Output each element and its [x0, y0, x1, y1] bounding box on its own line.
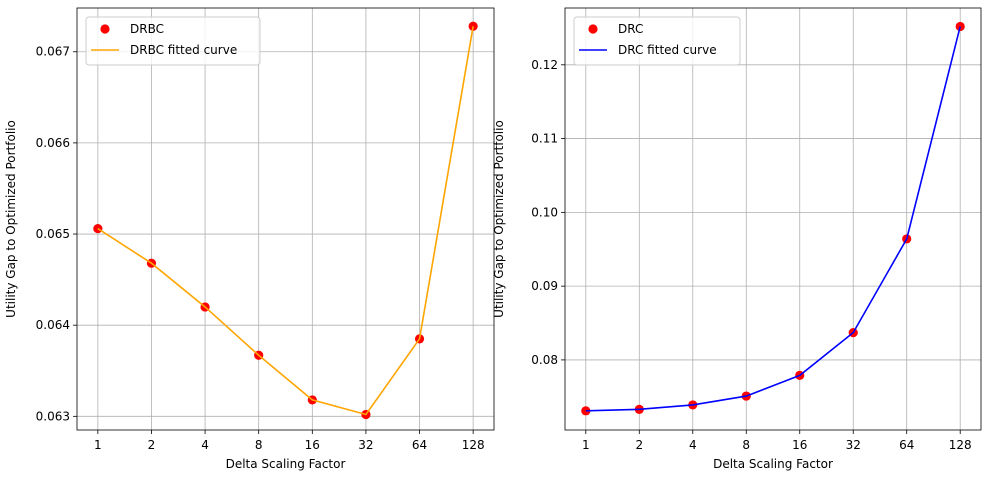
x-tick-label: 128 [949, 438, 972, 452]
x-tick-label: 4 [201, 438, 209, 452]
x-tick-label: 2 [635, 438, 643, 452]
y-axis-label: Utility Gap to Optimized Portfolio [492, 120, 506, 318]
y-tick-label: 0.064 [36, 318, 70, 332]
x-tick-label: 128 [462, 438, 485, 452]
x-tick-label: 16 [305, 438, 320, 452]
x-axis-label: Delta Scaling Factor [713, 457, 833, 471]
y-axis-label: Utility Gap to Optimized Portfolio [4, 120, 18, 318]
x-axis-label: Delta Scaling Factor [226, 457, 346, 471]
x-tick-label: 8 [255, 438, 263, 452]
x-tick-label: 8 [742, 438, 750, 452]
axes-frame [564, 7, 982, 431]
y-tick-label: 0.065 [36, 227, 70, 241]
y-tick-label: 0.10 [531, 205, 558, 219]
x-tick-label: 4 [689, 438, 697, 452]
chart-panel-2: 1 2 4 8 16 32 64 128 0.08 0.09 0.10 0.11 0.12 Delta S… [492, 7, 982, 471]
x-tick-label: 16 [792, 438, 807, 452]
x-tick-label: 64 [412, 438, 427, 452]
legend-marker-scatter [588, 24, 598, 34]
legend: DRBC DRBC fitted curve [85, 16, 261, 66]
legend-box [85, 16, 261, 66]
legend-label-line: DRBC fitted curve [130, 43, 237, 57]
scatter-point [468, 21, 478, 31]
x-tick-label: 1 [94, 438, 102, 452]
y-tick-label: 0.063 [36, 409, 70, 423]
y-tick-label: 0.12 [531, 58, 558, 72]
y-tick-label: 0.11 [531, 132, 558, 146]
legend-label-line: DRC fitted curve [618, 43, 717, 57]
fitted-curve-line [97, 26, 474, 416]
y-tick-label: 0.09 [531, 279, 558, 293]
legend-marker-scatter [100, 24, 110, 34]
x-tick-label: 32 [358, 438, 373, 452]
x-tick-label: 1 [582, 438, 590, 452]
legend-box [573, 16, 741, 66]
legend: DRC DRC fitted curve [573, 16, 741, 66]
legend-label-scatter: DRBC [130, 22, 164, 36]
axes-frame [76, 7, 495, 431]
x-tick-label: 2 [148, 438, 156, 452]
x-tick-label: 64 [899, 438, 914, 452]
fitted-curve-line [585, 26, 961, 412]
y-tick-label: 0.066 [36, 136, 70, 150]
x-tick-label: 32 [846, 438, 861, 452]
legend-label-scatter: DRC [618, 22, 643, 36]
y-tick-label: 0.067 [36, 45, 70, 59]
chart-panel-1: 1 2 4 8 16 32 64 128 0.063 0.064 0.065 0.066 0.067 De… [4, 7, 495, 471]
y-tick-label: 0.08 [531, 353, 558, 367]
